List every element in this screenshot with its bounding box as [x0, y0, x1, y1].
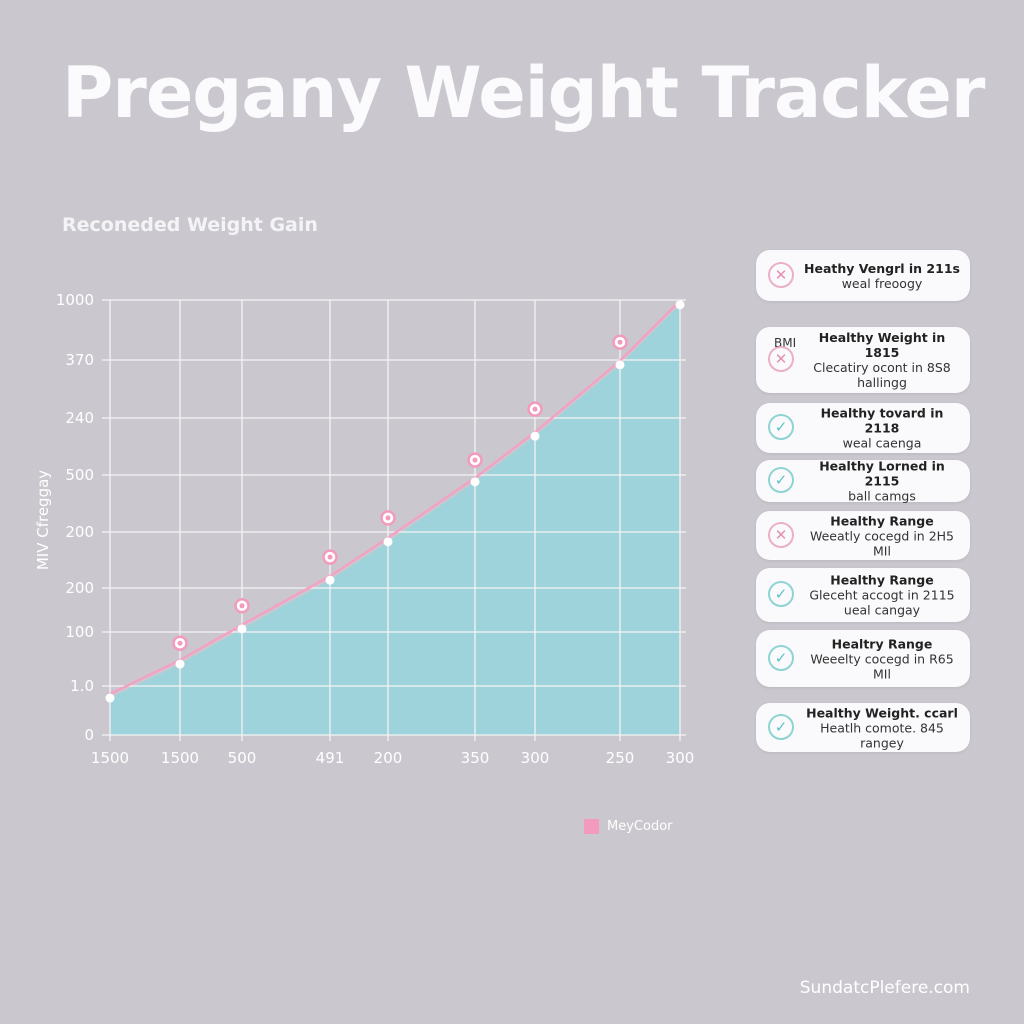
- legend-swatch: [584, 819, 599, 834]
- data-point: [237, 624, 247, 634]
- marker-dot: [239, 603, 245, 609]
- card-text: Healthy Weight in 1815 Clecatiry ocont in…: [802, 330, 962, 390]
- marker-dot: [472, 457, 478, 463]
- data-point: [530, 431, 540, 441]
- y-tick-label: 1.0: [70, 677, 94, 695]
- x-tick-label: 500: [228, 749, 257, 767]
- marker-dot: [177, 640, 183, 646]
- status-card: ✓ Healthy tovard in 2118 weal caenga: [756, 403, 970, 453]
- card-line: hallingg: [857, 375, 907, 390]
- area-fill: [110, 304, 680, 735]
- x-tick-label: 200: [374, 749, 403, 767]
- card-heading: Healthy Lorned in 2115: [819, 458, 945, 489]
- card-line: Heatlh comote. 845: [820, 720, 944, 735]
- y-tick-label: 100: [65, 623, 94, 641]
- status-card: ✕ Healthy Range Weeatly cocegd in 2H5 MIl: [756, 511, 970, 560]
- x-tick-label: 250: [606, 749, 635, 767]
- y-tick-label: 200: [65, 579, 94, 597]
- data-point: [383, 537, 393, 547]
- check-circle-icon: ✓: [768, 713, 794, 740]
- marker-dot: [385, 515, 391, 521]
- x-tick-label: 491: [316, 749, 345, 767]
- status-card: BMI ✕ Healthy Weight in 1815 Clecatiry ocon…: [756, 327, 970, 393]
- x-tick-label: 1500: [91, 749, 129, 767]
- chart-subtitle: Reconeded Weight Gain: [62, 214, 318, 236]
- card-line: Gleceht accogt in 2115: [809, 587, 955, 603]
- check-circle-icon: ✓: [768, 467, 794, 493]
- x-tick-label: 350: [461, 749, 490, 767]
- card-heading: Healthy Range: [830, 513, 934, 528]
- status-card: ✓ Healthy Lorned in 2115 ball camgs: [756, 459, 970, 504]
- x-tick-label: 300: [521, 749, 550, 767]
- x-tick-label: 1500: [161, 749, 199, 767]
- status-card: ✓ Healthy Weight. ccarl Heatlh comote. 845…: [756, 703, 970, 752]
- card-text: Healtry Range Weeelty cocegd in R65 MIl: [802, 636, 962, 681]
- card-line: ball camgs: [848, 488, 916, 504]
- card-line: MIl: [873, 543, 891, 558]
- card-heading: Healthy Weight in 1815: [818, 330, 946, 360]
- data-point: [615, 360, 625, 370]
- card-text: Healthy tovard in 2118 weal caenga: [802, 406, 962, 451]
- y-tick-label: 1000: [56, 291, 94, 309]
- card-heading: Healthy tovard in 2118: [820, 405, 944, 436]
- check-circle-icon: ✓: [768, 414, 794, 440]
- check-circle-icon: ✓: [768, 581, 794, 607]
- page-title: Pregany Weight Tracker: [62, 52, 985, 134]
- y-axis-label: MIV Cfreggay: [34, 470, 52, 570]
- y-tick-label: 370: [65, 351, 94, 369]
- card-heading: Healthy Range: [830, 572, 934, 588]
- cross-circle-icon: ✕: [768, 346, 794, 372]
- chart-legend: MeyCodor: [584, 819, 673, 834]
- marker-dot: [617, 339, 623, 345]
- card-text: Healthy Range Weeatly cocegd in 2H5 MIl: [802, 513, 962, 558]
- card-line: Clecatiry ocont in 8S8: [813, 360, 951, 375]
- data-point: [105, 693, 115, 703]
- card-heading: Healthy Weight. ccarl: [806, 705, 958, 720]
- status-card: ✓ Healthy Range Gleceht accogt in 2115 ueal…: [756, 568, 970, 622]
- card-line: MIl: [873, 666, 891, 681]
- data-point: [675, 300, 685, 310]
- card-line: Weeatly cocegd in 2H5: [809, 528, 954, 543]
- legend-label: MeyCodor: [607, 819, 673, 834]
- card-line: rangey: [860, 735, 904, 750]
- weight-chart: 0 1.0 100 200 200 500 240 370 1000 1500 1500 500 491…: [34, 291, 695, 767]
- cross-circle-icon: ✕: [768, 521, 794, 548]
- status-card: ✕ Heathy Vengrl in 211s weal freoogy: [756, 250, 970, 301]
- y-tick-label: 240: [65, 409, 94, 427]
- card-heading: Heathy Vengrl in 211s: [804, 260, 960, 276]
- y-tick-label: 200: [65, 523, 94, 541]
- card-text: Healthy Range Gleceht accogt in 2115 ueal …: [802, 573, 962, 618]
- cross-circle-icon: ✕: [768, 261, 794, 288]
- card-line: ueal cangay: [843, 602, 921, 618]
- data-point: [325, 575, 335, 585]
- check-circle-icon: ✓: [768, 644, 794, 671]
- y-tick-label: 500: [65, 466, 94, 484]
- marker-dot: [532, 406, 538, 412]
- data-point: [470, 477, 480, 487]
- card-text: Healthy Weight. ccarl Heatlh comote. 845 r…: [802, 705, 962, 750]
- status-card: ✓ Healtry Range Weeelty cocegd in R65 MIl: [756, 630, 970, 687]
- data-point: [175, 659, 185, 669]
- y-tick-label: 0: [84, 726, 94, 744]
- card-line: weal freoogy: [841, 275, 923, 291]
- marker-dot: [327, 554, 333, 560]
- card-text: Healthy Lorned in 2115 ball camgs: [802, 459, 962, 504]
- card-heading: Healtry Range: [831, 636, 933, 651]
- card-text: Heathy Vengrl in 211s weal freoogy: [802, 261, 962, 291]
- card-line: weal caenga: [842, 435, 922, 451]
- x-tick-label: 300: [666, 749, 695, 767]
- footer-url: SundatcPlefere.com: [799, 978, 970, 998]
- card-line: Weeelty cocegd in R65: [810, 651, 954, 666]
